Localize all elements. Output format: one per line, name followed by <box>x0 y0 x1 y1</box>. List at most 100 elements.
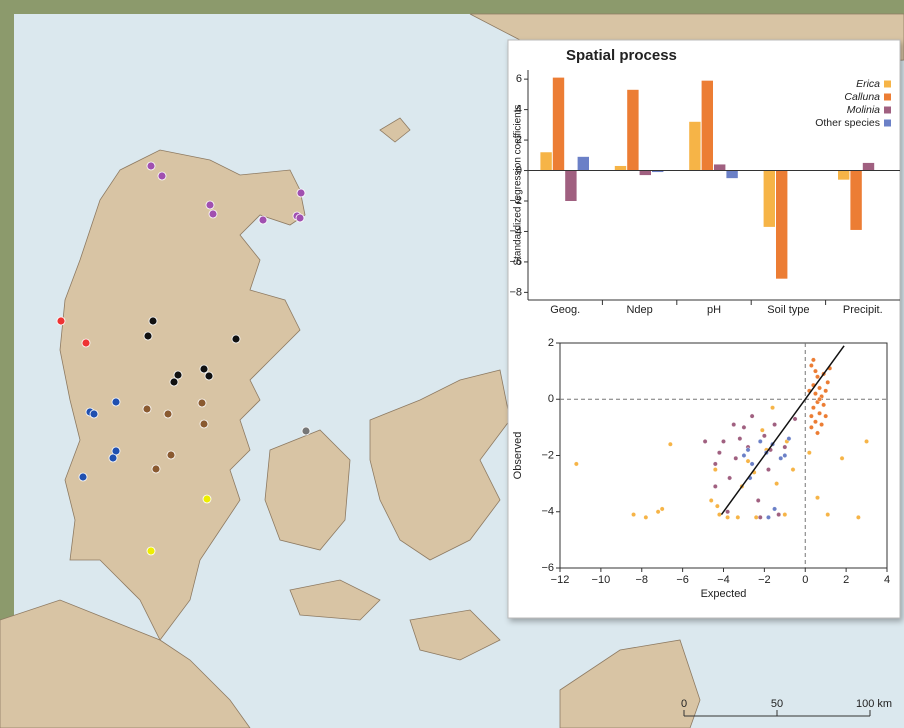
point <box>826 380 830 384</box>
point <box>807 450 811 454</box>
x-tick-label: Geog. <box>550 304 580 316</box>
x-tick-label: 2 <box>843 574 849 586</box>
point <box>660 507 664 511</box>
legend-swatch <box>884 81 891 88</box>
point <box>713 467 717 471</box>
bar <box>565 171 576 201</box>
point <box>644 515 648 519</box>
point <box>725 510 729 514</box>
legend-label: Erica <box>856 78 880 90</box>
point <box>783 453 787 457</box>
point <box>772 507 776 511</box>
y-tick-label: 6 <box>516 73 522 85</box>
point <box>772 422 776 426</box>
point <box>811 405 815 409</box>
point <box>668 442 672 446</box>
x-tick-label: −2 <box>758 574 771 586</box>
bar <box>838 171 849 180</box>
point <box>783 445 787 449</box>
point <box>725 515 729 519</box>
point <box>727 476 731 480</box>
x-tick-label: 0 <box>802 574 808 586</box>
point <box>864 439 868 443</box>
point <box>779 456 783 460</box>
point <box>738 436 742 440</box>
scale-label: 50 <box>771 698 783 710</box>
point <box>703 439 707 443</box>
point <box>766 515 770 519</box>
x-tick-label: pH <box>707 304 721 316</box>
point <box>715 504 719 508</box>
x-tick-label: −4 <box>717 574 730 586</box>
point <box>762 434 766 438</box>
point <box>793 417 797 421</box>
x-tick-label: −10 <box>592 574 611 586</box>
point <box>746 448 750 452</box>
bar <box>553 78 564 171</box>
y-tick-label: −4 <box>541 506 554 518</box>
bar <box>615 166 626 171</box>
point <box>776 512 780 516</box>
y-tick-label: −2 <box>541 449 554 461</box>
point <box>815 431 819 435</box>
point <box>813 420 817 424</box>
x-tick-label: Ndep <box>626 304 652 316</box>
scale-label: 100 km <box>856 698 892 710</box>
point <box>713 484 717 488</box>
bar <box>850 171 861 230</box>
point <box>713 462 717 466</box>
point <box>717 512 721 516</box>
point <box>721 439 725 443</box>
x-axis-label: Expected <box>701 588 747 600</box>
point <box>813 391 817 395</box>
point <box>750 414 754 418</box>
point <box>813 369 817 373</box>
point <box>717 450 721 454</box>
point <box>819 422 823 426</box>
point <box>742 425 746 429</box>
point <box>732 422 736 426</box>
bar <box>702 81 713 171</box>
figure: 0 50 100 km Spatial process −8−6−4−20246… <box>0 0 904 728</box>
point <box>787 436 791 440</box>
bar <box>578 157 589 171</box>
bar <box>714 164 725 170</box>
point <box>815 375 819 379</box>
point <box>709 498 713 502</box>
bar <box>776 171 787 279</box>
point <box>631 512 635 516</box>
point <box>783 512 787 516</box>
point <box>809 414 813 418</box>
point <box>746 459 750 463</box>
y-tick-label: −8 <box>509 286 522 298</box>
point <box>736 515 740 519</box>
point <box>758 439 762 443</box>
point <box>811 358 815 362</box>
x-tick-label: Soil type <box>767 304 809 316</box>
point <box>840 456 844 460</box>
point <box>817 411 821 415</box>
y-tick-label: 0 <box>548 393 554 405</box>
point <box>826 512 830 516</box>
point <box>809 363 813 367</box>
point <box>758 515 762 519</box>
point <box>823 414 827 418</box>
x-tick-label: −12 <box>551 574 570 586</box>
point <box>766 467 770 471</box>
x-tick-label: −6 <box>676 574 689 586</box>
y-tick-label: −6 <box>541 562 554 574</box>
point <box>656 510 660 514</box>
point <box>742 453 746 457</box>
scale-label: 0 <box>681 698 687 710</box>
bar <box>726 171 737 179</box>
bar <box>640 171 651 176</box>
point <box>734 456 738 460</box>
x-tick-label: Precipit. <box>843 304 883 316</box>
legend-swatch <box>884 120 891 127</box>
chart-title: Spatial process <box>566 47 677 64</box>
point <box>823 389 827 393</box>
legend-label: Calluna <box>844 91 880 103</box>
x-tick-label: −8 <box>635 574 648 586</box>
legend-label: Molinia <box>847 104 880 116</box>
point <box>754 515 758 519</box>
